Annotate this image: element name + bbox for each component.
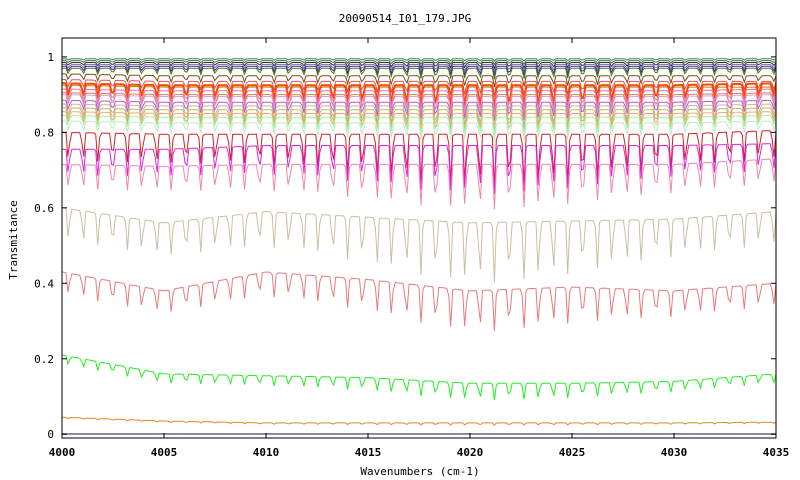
series-line bbox=[62, 65, 776, 77]
series-line bbox=[62, 79, 776, 97]
series-layer bbox=[62, 58, 776, 435]
x-tick-label: 4030 bbox=[661, 446, 688, 459]
x-tick-label: 4005 bbox=[151, 446, 178, 459]
x-axis: 4000 4005 4010 4015 4020 4025 4030 4035 bbox=[49, 38, 790, 459]
x-tick-label: 4025 bbox=[559, 446, 586, 459]
series-line bbox=[62, 271, 776, 332]
chart-title: 20090514_I01_179.JPG bbox=[339, 12, 471, 25]
series-line bbox=[62, 99, 776, 121]
x-tick-label: 4015 bbox=[355, 446, 382, 459]
series-line bbox=[62, 207, 776, 283]
x-tick-label: 4020 bbox=[457, 446, 484, 459]
y-tick-label: 0 bbox=[47, 428, 54, 441]
series-line bbox=[62, 63, 776, 74]
y-tick-label: 0.2 bbox=[34, 353, 54, 366]
x-tick-label: 4035 bbox=[763, 446, 790, 459]
series-line bbox=[62, 107, 776, 133]
y-tick-label: 0.6 bbox=[34, 202, 54, 215]
series-line bbox=[62, 120, 776, 142]
y-axis: 0 0.2 0.4 0.6 0.8 1 bbox=[34, 51, 776, 441]
series-line bbox=[62, 62, 776, 70]
series-line bbox=[62, 58, 776, 62]
y-tick-label: 1 bbox=[47, 51, 54, 64]
y-axis-label: Transmitance bbox=[7, 200, 20, 279]
series-line bbox=[62, 158, 776, 210]
x-tick-label: 4010 bbox=[253, 446, 280, 459]
series-line bbox=[62, 354, 776, 401]
series-line bbox=[62, 143, 776, 195]
y-tick-label: 0.8 bbox=[34, 126, 54, 139]
series-line bbox=[62, 111, 776, 136]
x-axis-label: Wavenumbers (cm-1) bbox=[360, 465, 479, 478]
series-line bbox=[62, 103, 776, 129]
series-line bbox=[62, 416, 776, 426]
series-line bbox=[62, 67, 776, 80]
series-line bbox=[62, 60, 776, 66]
y-tick-label: 0.4 bbox=[34, 277, 54, 290]
plot-frame bbox=[61, 37, 777, 439]
series-line bbox=[62, 94, 776, 120]
x-tick-label: 4000 bbox=[49, 446, 76, 459]
series-line bbox=[62, 88, 776, 114]
series-line bbox=[62, 82, 776, 112]
series-line bbox=[62, 130, 776, 187]
series-line bbox=[62, 114, 776, 137]
series-line bbox=[62, 73, 776, 88]
